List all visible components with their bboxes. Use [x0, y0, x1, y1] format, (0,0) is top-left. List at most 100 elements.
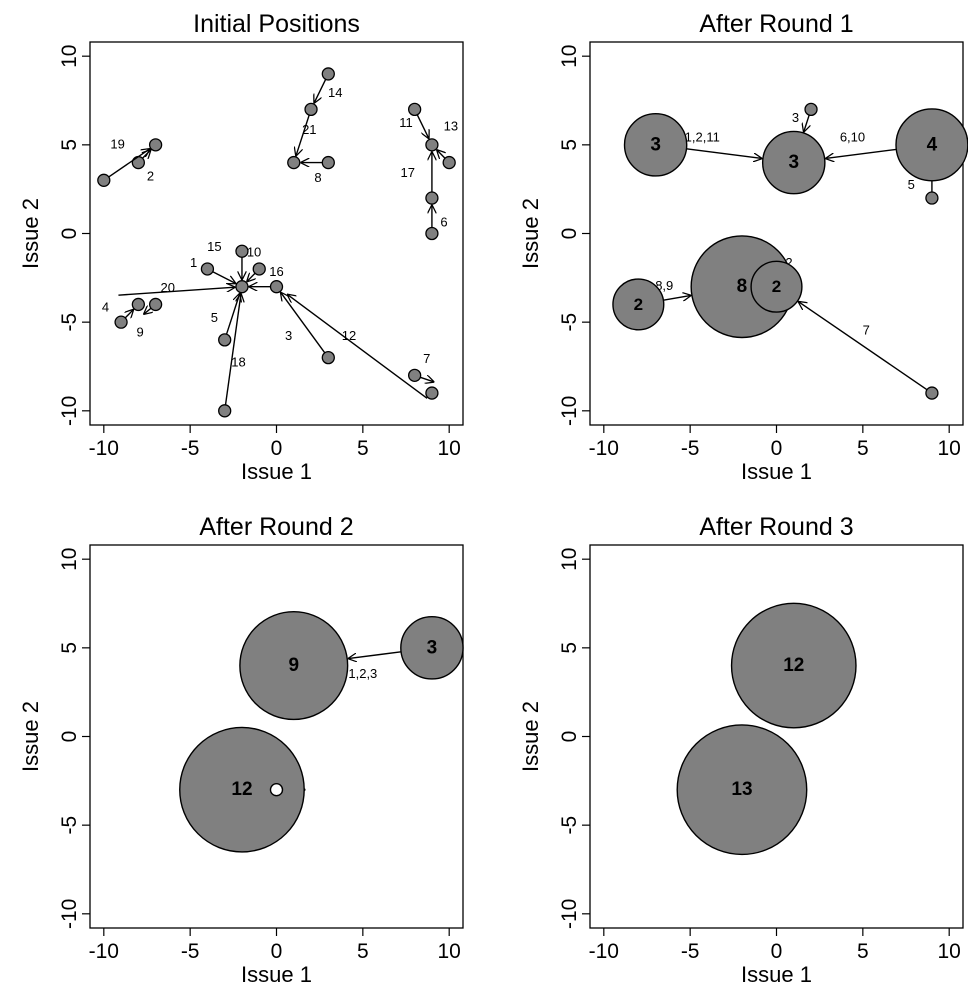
y-tick-label: -10	[58, 899, 81, 929]
y-tick-label: -5	[58, 313, 81, 332]
y-tick-label: 10	[558, 45, 581, 68]
data-point	[200, 262, 215, 276]
cluster-size-label: 3	[788, 152, 799, 173]
move-arrow	[125, 309, 133, 317]
arrow-label: 5	[211, 310, 218, 325]
y-tick-label: -10	[558, 899, 581, 929]
x-tick-label: 10	[438, 940, 461, 963]
y-axis-label: Issue 2	[518, 198, 543, 269]
move-arrow	[826, 148, 897, 158]
arrow-label: 14	[328, 85, 342, 100]
cluster-size-label: 3	[427, 637, 438, 658]
x-tick-label: -10	[589, 940, 619, 963]
move-arrow	[798, 302, 928, 391]
arrow-label: 7	[423, 351, 430, 366]
y-tick-label: 5	[58, 139, 81, 151]
move-arrow	[296, 114, 310, 156]
move-arrow	[437, 150, 445, 158]
cluster-size-label: 12	[231, 779, 252, 800]
arrow-label: 20	[160, 280, 174, 295]
x-tick-label: 0	[271, 437, 283, 460]
data-point	[425, 191, 439, 205]
cluster-bubble	[730, 602, 857, 729]
chart-title: After Round 1	[699, 10, 853, 38]
cluster-bubble	[676, 724, 808, 856]
chart-title: Initial Positions	[193, 10, 360, 38]
data-point	[97, 173, 111, 187]
arrow-label: 3	[285, 328, 292, 343]
x-tick-label: -10	[589, 437, 619, 460]
arrow-label: 7	[863, 323, 870, 338]
arrow-label: 1,2,11	[685, 129, 720, 144]
x-tick-label: 0	[271, 940, 283, 963]
arrow-label: 13	[444, 119, 458, 134]
arrow-label: 10	[247, 245, 261, 260]
panel-3: After Round 2 -10 -5 0 5 10 -10 -5 0 5 10 Issue 1 Is…	[18, 513, 464, 987]
x-axis-label: Issue 1	[241, 962, 312, 987]
data-point	[287, 155, 301, 170]
cluster-bubble	[179, 726, 305, 853]
data-point	[218, 333, 232, 347]
data-point	[321, 350, 335, 365]
x-tick-label: -10	[89, 437, 119, 460]
panel-4: After Round 3 -10 -5 0 5 10 -10 -5 0 5 10 Issue 1 Is…	[518, 513, 964, 987]
y-axis-label: Issue 2	[518, 701, 543, 772]
data-point	[407, 102, 422, 117]
x-axis-label: Issue 1	[741, 459, 812, 484]
cluster-bubble	[750, 260, 803, 313]
move-arrow	[281, 292, 326, 354]
arrow-label: 15	[207, 239, 221, 254]
y-tick-label: -5	[558, 816, 581, 835]
y-tick-label: 0	[558, 731, 581, 743]
arrow-label: 6,10	[840, 129, 865, 144]
cluster-bubble	[400, 616, 464, 680]
arrow-label: 12	[342, 328, 356, 343]
cluster-size-label: 2	[772, 277, 781, 296]
move-arrow	[247, 273, 255, 281]
x-tick-label: 10	[938, 940, 961, 963]
move-arrow	[804, 114, 810, 132]
cluster-bubble	[623, 113, 688, 177]
x-tick-label: -5	[181, 437, 200, 460]
cluster-bubble	[761, 130, 826, 195]
arrow-label: 11	[399, 115, 413, 130]
y-tick-label: 10	[58, 45, 81, 68]
y-tick-label: 0	[558, 228, 581, 240]
move-arrow	[118, 287, 235, 296]
x-tick-label: 10	[438, 437, 461, 460]
data-point	[148, 297, 163, 312]
cluster-bubble	[239, 610, 349, 721]
cluster-size-label: 13	[731, 779, 752, 800]
arrow-label: 1,2,3	[348, 666, 377, 681]
arrow-label: 6	[440, 214, 447, 229]
move-arrow	[224, 294, 241, 405]
chart-title: After Round 3	[699, 513, 853, 541]
plot-frame	[89, 41, 464, 426]
arrow-label: 19	[110, 136, 124, 151]
data-point	[425, 138, 439, 152]
cluster-size-label: 4	[927, 134, 938, 155]
data-point	[304, 102, 318, 117]
arrow-label: 8	[314, 170, 321, 185]
y-tick-label: 10	[558, 548, 581, 571]
y-tick-label: 0	[58, 731, 81, 743]
arrow-label: 21	[302, 122, 316, 137]
y-tick-label: -10	[558, 396, 581, 426]
data-point	[925, 386, 939, 400]
x-tick-label: -5	[681, 940, 700, 963]
y-tick-label: 5	[558, 642, 581, 654]
y-axis-label: Issue 2	[18, 701, 43, 772]
arrow-label: 4	[102, 300, 109, 315]
data-point	[425, 386, 439, 400]
data-point	[804, 102, 818, 117]
move-arrow	[686, 148, 761, 159]
move-arrow	[420, 377, 434, 382]
data-point	[321, 155, 335, 170]
arrow-label: 3	[792, 110, 799, 125]
data-point	[321, 67, 335, 81]
x-tick-label: 10	[938, 437, 961, 460]
arrow-label: 16	[269, 264, 283, 279]
x-axis-label: Issue 1	[741, 962, 812, 987]
x-tick-label: -5	[181, 940, 200, 963]
move-arrow	[212, 271, 236, 284]
